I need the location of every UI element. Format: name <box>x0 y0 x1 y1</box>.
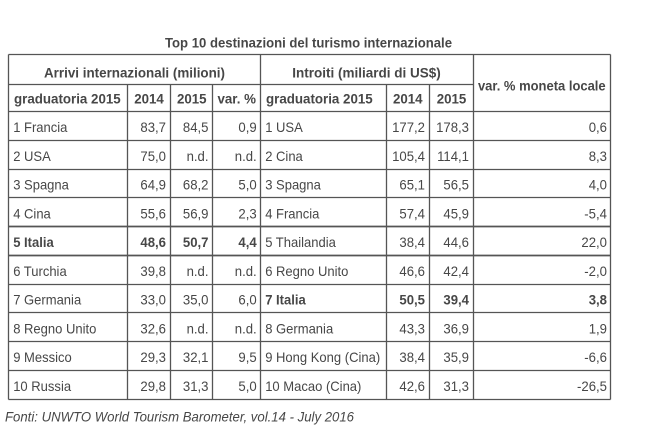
svg-text:7 Germania: 7 Germania <box>13 292 81 308</box>
svg-text:46,6: 46,6 <box>399 263 425 279</box>
svg-text:5,0: 5,0 <box>238 177 256 193</box>
svg-text:Fonti: UNWTO World Tourism Bar: Fonti: UNWTO World Tourism Barometer, vo… <box>5 409 354 425</box>
svg-text:35,0: 35,0 <box>183 292 209 308</box>
svg-text:-26,5: -26,5 <box>577 378 607 394</box>
svg-text:-6,6: -6,6 <box>584 349 607 365</box>
svg-text:39,8: 39,8 <box>140 263 166 279</box>
svg-text:5 Italia: 5 Italia <box>13 234 54 250</box>
svg-text:1 Francia: 1 Francia <box>13 119 67 135</box>
svg-text:32,6: 32,6 <box>140 320 166 336</box>
svg-text:32,1: 32,1 <box>183 349 209 365</box>
svg-text:9 Messico: 9 Messico <box>13 349 72 365</box>
svg-text:var. %: var. % <box>218 91 257 107</box>
svg-text:44,6: 44,6 <box>443 234 469 250</box>
svg-text:graduatoria 2015: graduatoria 2015 <box>266 91 373 107</box>
svg-text:2 Cina: 2 Cina <box>265 148 303 164</box>
svg-text:38,4: 38,4 <box>399 349 425 365</box>
svg-text:42,4: 42,4 <box>443 263 469 279</box>
svg-text:43,3: 43,3 <box>399 320 425 336</box>
svg-text:177,2: 177,2 <box>392 119 425 135</box>
svg-text:n.d.: n.d. <box>187 148 209 164</box>
svg-text:1 USA: 1 USA <box>265 119 303 135</box>
svg-text:2,3: 2,3 <box>238 205 256 221</box>
svg-text:29,8: 29,8 <box>140 378 166 394</box>
svg-text:39,4: 39,4 <box>443 292 469 308</box>
svg-text:5,0: 5,0 <box>238 378 256 394</box>
svg-text:42,6: 42,6 <box>399 378 425 394</box>
svg-text:3 Spagna: 3 Spagna <box>13 177 69 193</box>
svg-text:45,9: 45,9 <box>443 205 469 221</box>
svg-text:50,7: 50,7 <box>183 234 209 250</box>
svg-text:8 Germania: 8 Germania <box>265 320 333 336</box>
svg-text:36,9: 36,9 <box>443 320 469 336</box>
svg-text:68,2: 68,2 <box>183 177 209 193</box>
svg-text:57,4: 57,4 <box>399 205 425 221</box>
svg-text:64,9: 64,9 <box>140 177 166 193</box>
svg-text:9 Hong Kong (Cina): 9 Hong Kong (Cina) <box>265 349 380 365</box>
svg-text:22,0: 22,0 <box>581 234 607 250</box>
svg-text:83,7: 83,7 <box>140 119 166 135</box>
svg-text:4,0: 4,0 <box>589 177 607 193</box>
svg-text:n.d.: n.d. <box>235 263 257 279</box>
svg-text:Top 10 destinazioni del turism: Top 10 destinazioni del turismo internaz… <box>165 35 452 51</box>
svg-text:9,5: 9,5 <box>238 349 256 365</box>
svg-text:31,3: 31,3 <box>443 378 469 394</box>
svg-text:n.d.: n.d. <box>235 320 257 336</box>
svg-text:var. % moneta locale: var. % moneta locale <box>478 77 606 93</box>
svg-text:-2,0: -2,0 <box>584 263 607 279</box>
svg-text:4 Francia: 4 Francia <box>265 205 319 221</box>
svg-text:n.d.: n.d. <box>235 148 257 164</box>
svg-text:65,1: 65,1 <box>399 177 425 193</box>
svg-text:Arrivi internazionali (milioni: Arrivi internazionali (milioni) <box>44 65 225 81</box>
svg-text:6 Regno Unito: 6 Regno Unito <box>265 263 348 279</box>
svg-text:1,9: 1,9 <box>589 320 607 336</box>
svg-text:4 Cina: 4 Cina <box>13 205 51 221</box>
svg-text:48,6: 48,6 <box>140 234 166 250</box>
svg-text:56,5: 56,5 <box>443 177 469 193</box>
svg-text:105,4: 105,4 <box>392 148 425 164</box>
svg-text:2014: 2014 <box>134 91 164 107</box>
svg-text:2 USA: 2 USA <box>13 148 51 164</box>
svg-text:8,3: 8,3 <box>589 148 607 164</box>
svg-text:56,9: 56,9 <box>183 205 209 221</box>
svg-text:50,5: 50,5 <box>399 292 425 308</box>
svg-text:114,1: 114,1 <box>437 148 469 164</box>
svg-text:graduatoria 2015: graduatoria 2015 <box>14 91 121 107</box>
svg-text:3,8: 3,8 <box>589 292 607 308</box>
svg-text:0,9: 0,9 <box>238 119 256 135</box>
svg-text:2014: 2014 <box>393 91 423 107</box>
svg-text:3 Spagna: 3 Spagna <box>265 177 321 193</box>
svg-text:178,3: 178,3 <box>436 119 469 135</box>
svg-text:84,5: 84,5 <box>183 119 209 135</box>
svg-text:2015: 2015 <box>437 91 467 107</box>
svg-text:Introiti (miliardi di US$): Introiti (miliardi di US$) <box>292 65 441 81</box>
svg-text:5 Thailandia: 5 Thailandia <box>265 234 336 250</box>
svg-text:7 Italia: 7 Italia <box>265 292 306 308</box>
svg-text:0,6: 0,6 <box>589 119 607 135</box>
svg-text:-5,4: -5,4 <box>584 205 607 221</box>
svg-text:n.d.: n.d. <box>187 320 209 336</box>
svg-text:6 Turchia: 6 Turchia <box>13 263 67 279</box>
svg-text:38,4: 38,4 <box>399 234 425 250</box>
svg-text:8 Regno Unito: 8 Regno Unito <box>13 320 96 336</box>
svg-text:6,0: 6,0 <box>238 292 256 308</box>
svg-text:75,0: 75,0 <box>140 148 166 164</box>
svg-text:n.d.: n.d. <box>187 263 209 279</box>
svg-text:10 Russia: 10 Russia <box>13 378 71 394</box>
svg-text:4,4: 4,4 <box>238 234 256 250</box>
svg-text:33,0: 33,0 <box>140 292 166 308</box>
svg-text:31,3: 31,3 <box>183 378 209 394</box>
svg-text:10 Macao (Cina): 10 Macao (Cina) <box>265 378 361 394</box>
svg-text:35,9: 35,9 <box>443 349 469 365</box>
svg-text:55,6: 55,6 <box>140 205 166 221</box>
svg-text:29,3: 29,3 <box>140 349 166 365</box>
svg-text:2015: 2015 <box>177 91 207 107</box>
